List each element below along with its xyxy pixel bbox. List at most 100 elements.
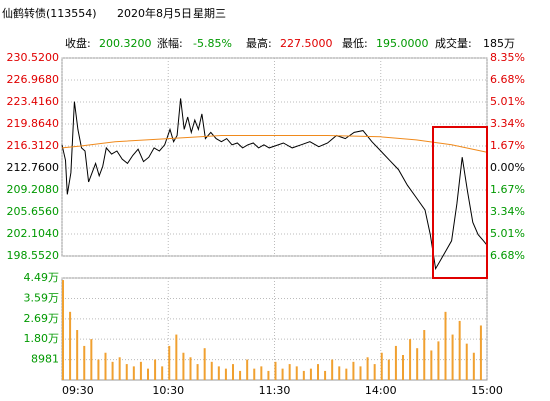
volume-bar: [274, 361, 277, 380]
y2-tick-label: 5.01%: [490, 95, 525, 108]
x-tick-label: 09:30: [62, 384, 94, 397]
volume-bar: [90, 339, 93, 380]
volume-bar: [224, 368, 227, 380]
volume-bar: [302, 370, 305, 380]
stat-value: 195.0000: [376, 37, 429, 50]
y-tick-label: 1.80万: [24, 332, 60, 345]
volume-bar: [189, 357, 192, 380]
volume-bar: [338, 366, 341, 380]
volume-bar: [387, 359, 390, 380]
volume-bar: [444, 311, 447, 380]
volume-bar: [295, 366, 298, 380]
y2-tick-label: 5.01%: [490, 227, 525, 240]
volume-bar: [359, 366, 362, 380]
y-tick-label: 216.3120: [7, 139, 60, 152]
stat-label: 成交量:: [435, 36, 472, 50]
volume-bar: [83, 345, 86, 380]
volume-bar: [104, 352, 107, 380]
volume-bar: [309, 368, 312, 380]
volume-bar: [331, 359, 334, 380]
highlight-box: [432, 126, 488, 279]
volume-bar: [203, 348, 206, 380]
volume-bar: [118, 357, 121, 380]
y2-tick-label: 1.67%: [490, 139, 525, 152]
volume-bar: [352, 361, 355, 380]
stat-label: 最低:: [342, 37, 368, 50]
x-tick-label: 14:00: [365, 384, 397, 397]
y-tick-label: 8981: [31, 353, 59, 366]
stat-label: 最高:: [246, 36, 272, 50]
y-tick-label: 205.6560: [7, 205, 60, 218]
volume-bar: [232, 364, 234, 380]
y-tick-label: 2.69万: [24, 312, 60, 325]
volume-bar: [161, 366, 164, 380]
volume-bar: [97, 359, 100, 380]
volume-bar: [465, 343, 468, 380]
volume-bar: [111, 361, 114, 380]
x-tick-label: 11:30: [259, 384, 291, 397]
y-tick-label: 202.1040: [7, 227, 60, 240]
y2-tick-label: 3.34%: [490, 117, 525, 130]
stat-label: 涨幅:: [157, 37, 183, 50]
volume-bar: [260, 366, 263, 380]
stat-value: 227.5000: [280, 37, 333, 50]
volume-bar: [366, 357, 369, 380]
volume-bar: [317, 364, 319, 380]
volume-bar: [423, 330, 426, 380]
volume-bar: [409, 339, 412, 380]
y-tick-label: 3.59万: [24, 291, 60, 304]
volume-bar: [154, 359, 157, 380]
volume-bar: [76, 330, 79, 380]
y2-tick-label: 6.68%: [490, 73, 525, 86]
volume-bar: [253, 368, 256, 380]
volume-bar: [182, 352, 185, 380]
volume-bar: [394, 345, 397, 380]
x-tick-label: 10:30: [152, 384, 184, 397]
volume-bar: [62, 280, 64, 380]
volume-bar: [479, 325, 482, 380]
x-tick-label: 15:00: [471, 384, 503, 397]
volume-bar: [132, 366, 135, 380]
volume-bar: [175, 334, 178, 380]
volume-bar: [168, 345, 171, 380]
volume-bar: [147, 368, 149, 380]
stat-label: 收盘:: [65, 36, 91, 50]
plot-layer: 230.5200 226.9680 223.4160 219.8640 216.3120…: [7, 51, 525, 397]
y-tick-label: 230.5200: [7, 51, 60, 64]
volume-bar: [267, 370, 270, 380]
y-tick-label: 226.9680: [7, 73, 60, 86]
volume-bar: [324, 370, 327, 380]
bond-name: 仙鹤转债(113554): [2, 6, 97, 20]
volume-bar: [288, 364, 291, 380]
volume-bar: [402, 355, 404, 380]
volume-bar: [69, 311, 72, 380]
series-line: [61, 98, 488, 271]
volume-bar: [416, 348, 419, 380]
volume-bar: [451, 334, 454, 380]
volume-bar: [472, 352, 475, 380]
y2-tick-label: 8.35%: [490, 51, 525, 64]
volume-bar: [380, 352, 383, 380]
y2-tick-label: 3.34%: [490, 205, 525, 218]
volume-bar: [125, 364, 128, 380]
volume-bar: [458, 320, 461, 380]
volume-bar: [239, 370, 242, 380]
volume-bar: [246, 359, 249, 380]
volume-bar: [345, 368, 348, 380]
volume-bar: [139, 361, 142, 380]
stat-value: -5.85%: [193, 37, 232, 50]
y-tick-label: 223.4160: [7, 95, 60, 108]
volume-bar: [430, 350, 433, 380]
series-line: [61, 135, 488, 153]
y-tick-label: 198.5520: [7, 249, 60, 262]
volume-bar: [196, 364, 199, 380]
y2-tick-label: 6.68%: [490, 249, 525, 262]
date: 2020年8月5日: [117, 6, 192, 20]
y2-tick-label: 1.67%: [490, 183, 525, 196]
y-tick-label: 4.49万: [24, 271, 60, 284]
volume-bar: [281, 368, 284, 380]
y-tick-label: 219.8640: [7, 117, 60, 130]
